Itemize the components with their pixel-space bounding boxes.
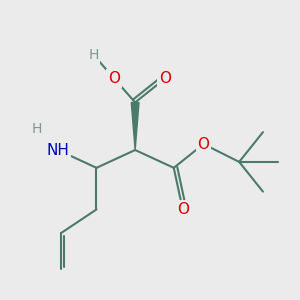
Text: O: O <box>177 202 189 217</box>
Text: O: O <box>108 71 120 86</box>
Text: O: O <box>197 136 209 152</box>
Text: H: H <box>88 48 99 62</box>
Text: O: O <box>159 71 171 86</box>
Polygon shape <box>131 102 139 150</box>
Text: NH: NH <box>46 142 69 158</box>
Text: H: H <box>32 122 42 136</box>
